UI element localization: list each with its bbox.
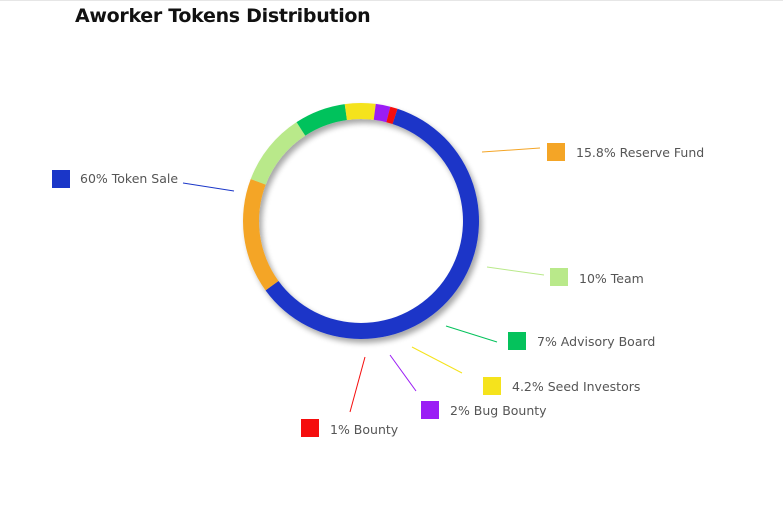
legend-swatch: [483, 377, 501, 395]
legend-label: 7% Advisory Board: [537, 334, 655, 349]
legend-label: 15.8% Reserve Fund: [576, 145, 704, 160]
leader-line: [349, 356, 366, 413]
slice-team[interactable]: [250, 122, 306, 185]
slice-token-sale[interactable]: [265, 108, 479, 340]
legend-callouts: 60% Token Sale 15.8% Reserve Fund 10% Team…: [52, 143, 704, 437]
leader-line: [481, 147, 541, 153]
donut-ring: [243, 103, 479, 340]
leader-line: [486, 266, 545, 276]
legend-swatch: [301, 419, 319, 437]
legend-label: 60% Token Sale: [80, 171, 178, 186]
legend-label: 1% Bounty: [330, 422, 399, 437]
legend-swatch: [421, 401, 439, 419]
slice-bug-bounty[interactable]: [373, 103, 391, 123]
legend-swatch: [52, 170, 70, 188]
leader-line: [411, 346, 463, 374]
slice-advisory-board[interactable]: [296, 104, 347, 136]
slice-seed-investors[interactable]: [344, 103, 376, 120]
leader-line: [389, 354, 417, 392]
legend-label: 10% Team: [579, 271, 644, 286]
slice-bounty[interactable]: [386, 106, 398, 124]
slice-reserve-fund[interactable]: [243, 178, 279, 291]
chart-title: Aworker Tokens Distribution: [75, 5, 371, 27]
legend-swatch: [547, 143, 565, 161]
legend-label: 4.2% Seed Investors: [512, 379, 640, 394]
leader-line: [445, 325, 498, 343]
legend-label: 2% Bug Bounty: [450, 403, 547, 418]
leader-line: [182, 182, 235, 192]
top-divider: [0, 0, 783, 1]
legend-swatch: [550, 268, 568, 286]
legend-swatch: [508, 332, 526, 350]
